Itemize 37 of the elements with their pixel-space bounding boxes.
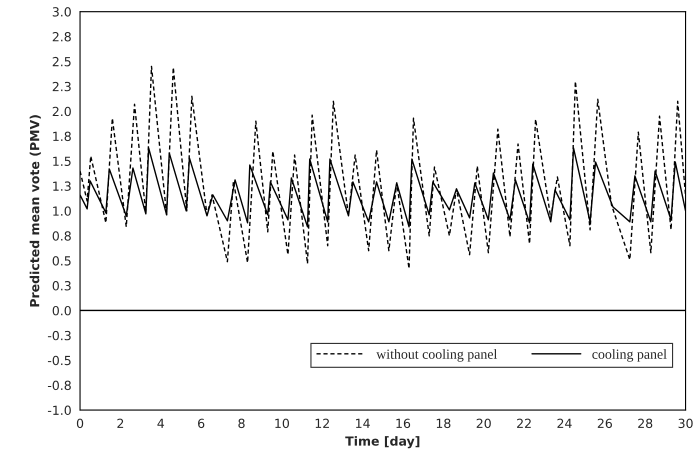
- y-tick-label: 0.5: [52, 256, 71, 266]
- y-tick-label: 0.8: [52, 231, 71, 241]
- y-tick-label: 0.3: [52, 281, 71, 290]
- x-tick-label: 6: [198, 418, 204, 428]
- x-tick-label: 26: [598, 418, 612, 428]
- y-tick-label: 0.0: [52, 306, 71, 316]
- y-tick-label: -0.5: [48, 356, 71, 366]
- x-tick-label: 12: [316, 418, 329, 428]
- y-tick-label: 2.5: [52, 56, 71, 66]
- x-tick-label: 14: [356, 418, 370, 428]
- y-tick-label: 1.0: [53, 206, 71, 216]
- x-tick-label: 0: [76, 418, 84, 428]
- x-tick-label: 24: [557, 418, 572, 428]
- legend-label: cooling panel: [592, 349, 667, 362]
- x-tick-label: 16: [396, 418, 410, 428]
- y-tick-label: -0.3: [48, 330, 71, 340]
- y-tick-label: -0.8: [48, 380, 71, 390]
- x-tick-label: 28: [638, 418, 652, 428]
- x-axis-title: Time [day]: [345, 436, 420, 448]
- y-tick-label: -1.0: [48, 406, 71, 416]
- x-tick-label: 8: [238, 418, 245, 428]
- x-tick-label: 10: [275, 418, 290, 428]
- x-tick-label: 20: [476, 418, 491, 428]
- y-tick-label: 2.8: [52, 32, 71, 42]
- y-tick-label: 2.3: [52, 82, 71, 92]
- x-tick-label: 30: [678, 418, 693, 428]
- y-tick-label: 1.3: [53, 181, 71, 191]
- x-tick-label: 2: [117, 418, 124, 428]
- y-tick-label: 2.0: [52, 106, 71, 116]
- y-axis-title: Predicted mean vote (PMV): [30, 115, 41, 307]
- y-tick-label: 1.8: [53, 132, 71, 142]
- x-tick-label: 4: [157, 418, 164, 428]
- x-tick-label: 22: [517, 418, 531, 428]
- x-tick-label: 18: [436, 418, 450, 428]
- y-tick-label: 1.5: [53, 156, 71, 166]
- y-tick-label: 3.0: [52, 7, 71, 17]
- legend-label: without cooling panel: [376, 349, 498, 362]
